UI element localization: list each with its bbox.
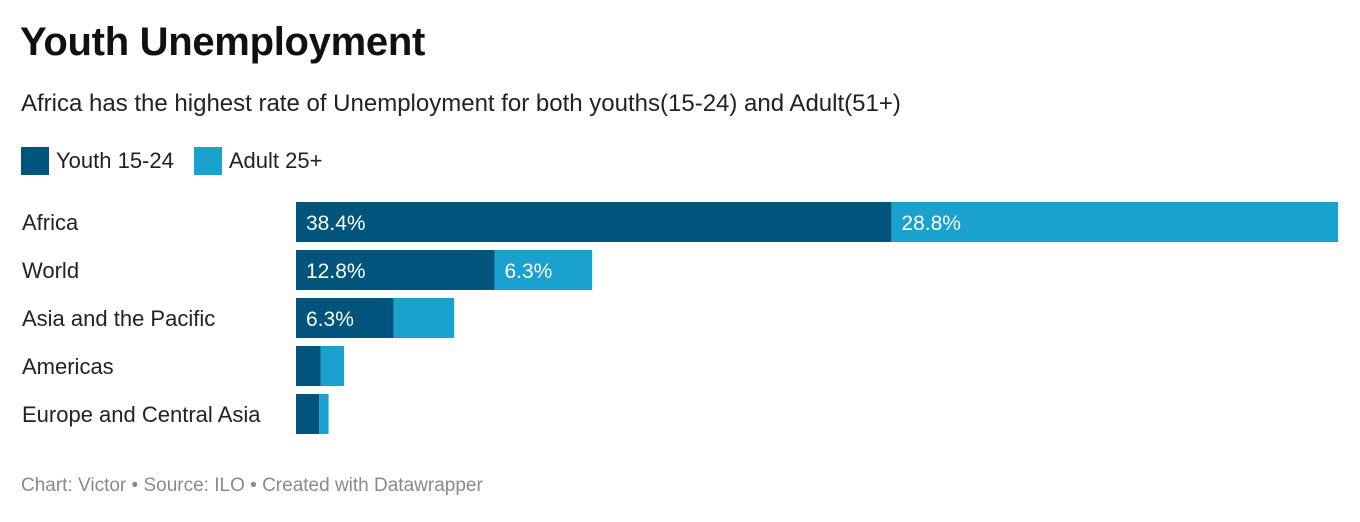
bar-value-label: 12.8% [306, 260, 366, 283]
legend-item-adult: Adult 25+ [193, 147, 323, 175]
bar-value-label: 6.3% [306, 308, 354, 331]
bar-value-label: 38.4% [306, 212, 366, 235]
bar-segment-youth [296, 250, 495, 290]
legend-label-youth: Youth 15-24 [56, 148, 174, 173]
legend-swatch-youth [21, 147, 49, 175]
legend-item-youth: Youth 15-24 [21, 147, 174, 175]
bar-value-label: 6.3% [504, 260, 552, 283]
bar-row: Americas [22, 346, 345, 386]
chart-footer: Chart: Victor • Source: ILO • Created wi… [21, 475, 483, 497]
bar-segment-youth [296, 346, 321, 386]
bar-chart: Africa 38.4% 28.8%World 12.8% 6.3%Asia and t… [22, 202, 1338, 434]
footer-chart-by: Chart: Victor [21, 475, 127, 496]
bar-row: World 12.8% 6.3% [22, 250, 593, 290]
category-label: Africa [22, 210, 79, 235]
bar-row: Africa 38.4% 28.8% [22, 202, 1338, 242]
chart-title: Youth Unemployment [20, 20, 425, 64]
bar-segment-adult [891, 202, 1338, 242]
footer-separator: • [244, 475, 263, 496]
chart-subtitle: Africa has the highest rate of Unemploym… [21, 90, 901, 117]
bar-segment-adult [320, 346, 345, 386]
bar-segment-youth [296, 298, 394, 338]
category-label: Americas [22, 354, 114, 379]
legend-swatch-adult [193, 147, 222, 175]
footer-created-with: Created with Datawrapper [262, 475, 483, 496]
bar-segment-youth [296, 202, 892, 242]
footer-separator: • [126, 475, 144, 496]
bar-segment-adult [393, 298, 455, 338]
legend-label-adult: Adult 25+ [228, 148, 323, 173]
bar-row: Europe and Central Asia [22, 394, 329, 434]
bar-row: Asia and the Pacific 6.3% [22, 298, 455, 338]
category-label: World [22, 258, 79, 283]
bar-segment-adult [494, 250, 593, 290]
bar-segment-youth [296, 394, 320, 434]
category-label: Asia and the Pacific [22, 306, 215, 331]
category-label: Europe and Central Asia [22, 402, 261, 427]
bar-segment-adult [319, 394, 329, 434]
legend: Youth 15-24 Adult 25+ [21, 147, 342, 175]
bar-value-label: 28.8% [901, 212, 961, 235]
footer-source: Source: ILO [143, 475, 245, 496]
